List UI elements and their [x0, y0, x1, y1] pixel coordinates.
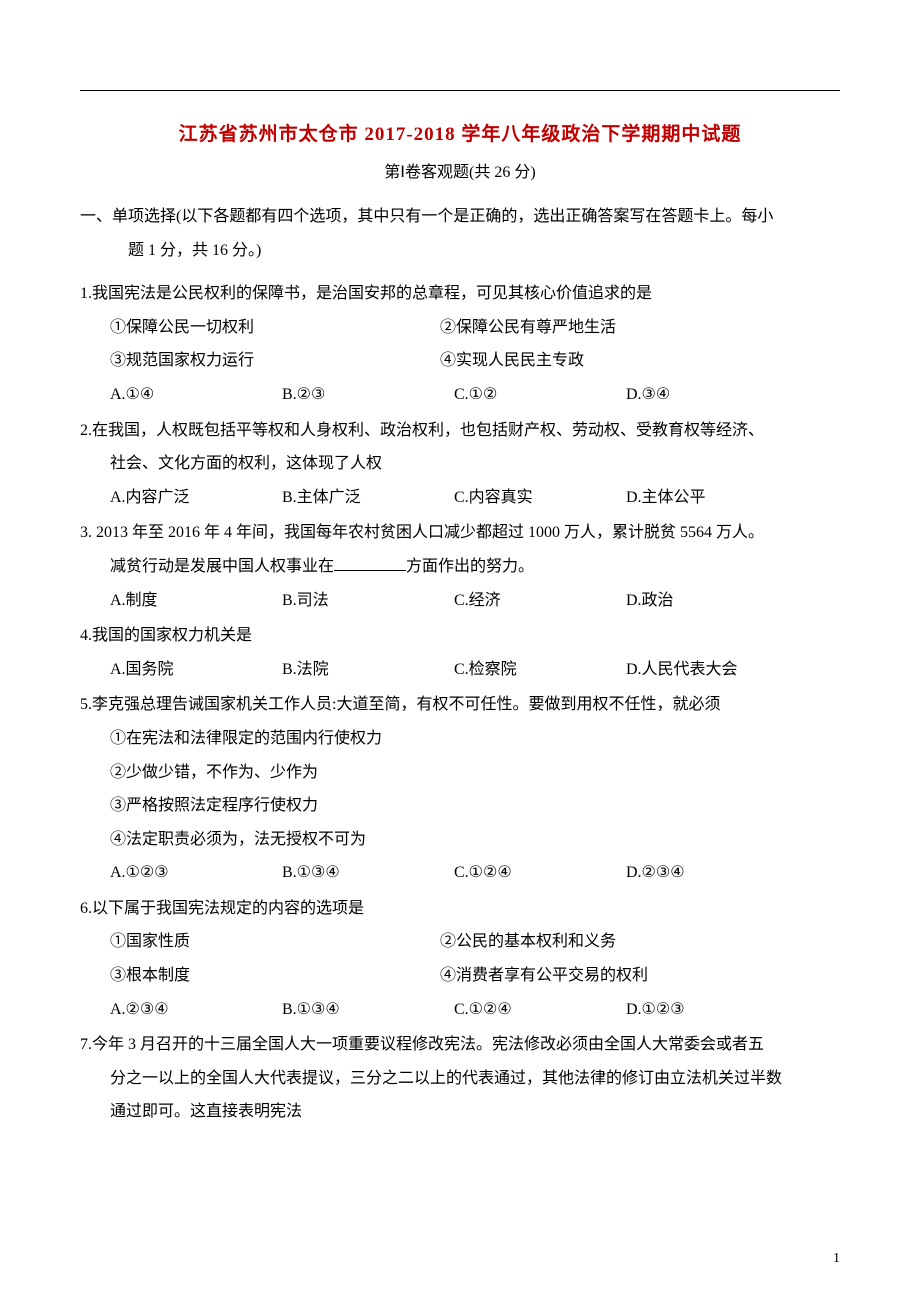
question-1: 1.我国宪法是公民权利的保障书，是治国安邦的总章程，可见其核心价值追求的是 ①保…: [80, 277, 840, 411]
question-7: 7.今年 3 月召开的十三届全国人大一项重要议程修改宪法。宪法修改必须由全国人大…: [80, 1028, 840, 1129]
q1-opt1: ①保障公民一切权利: [110, 311, 440, 345]
q1-opt3: ③规范国家权力运行: [110, 344, 440, 378]
q1-row2: ③规范国家权力运行 ④实现人民民主专政: [80, 344, 840, 378]
q3-stem2: 减贫行动是发展中国人权事业在 方面作出的努力。: [80, 550, 840, 584]
q5-b: B.①③④: [282, 856, 454, 890]
q4-a: A.国务院: [110, 653, 282, 687]
q2-d: D.主体公平: [626, 481, 798, 515]
q3-stem2b: 方面作出的努力。: [406, 558, 534, 575]
q3-d: D.政治: [626, 584, 798, 618]
q5-choices: A.①②③ B.①③④ C.①②④ D.②③④: [80, 856, 840, 890]
q4-choices: A.国务院 B.法院 C.检察院 D.人民代表大会: [80, 653, 840, 687]
q5-opt1: ①在宪法和法律限定的范围内行使权力: [80, 722, 840, 756]
q5-c: C.①②④: [454, 856, 626, 890]
q5-opt4: ④法定职责必须为，法无授权不可为: [80, 823, 840, 857]
section-1-header: 一、单项选择(以下各题都有四个选项，其中只有一个是正确的，选出正确答案写在答题卡…: [80, 200, 840, 267]
top-divider: [80, 90, 840, 91]
q4-stem: 4.我国的国家权力机关是: [80, 619, 840, 653]
q1-choices: A.①④ B.②③ C.①② D.③④: [80, 378, 840, 412]
q6-row2: ③根本制度 ④消费者享有公平交易的权利: [80, 959, 840, 993]
section-1-line1: 一、单项选择(以下各题都有四个选项，其中只有一个是正确的，选出正确答案写在答题卡…: [80, 200, 840, 234]
exam-subtitle: 第Ⅰ卷客观题(共 26 分): [80, 158, 840, 182]
q7-stem1: 7.今年 3 月召开的十三届全国人大一项重要议程修改宪法。宪法修改必须由全国人大…: [80, 1028, 840, 1062]
q1-d: D.③④: [626, 378, 798, 412]
q3-a: A.制度: [110, 584, 282, 618]
question-4: 4.我国的国家权力机关是 A.国务院 B.法院 C.检察院 D.人民代表大会: [80, 619, 840, 686]
question-6: 6.以下属于我国宪法规定的内容的选项是 ①国家性质 ②公民的基本权利和义务 ③根…: [80, 892, 840, 1026]
q2-stem2: 社会、文化方面的权利，这体现了人权: [80, 447, 840, 481]
question-2: 2.在我国，人权既包括平等权和人身权利、政治权利，也包括财产权、劳动权、受教育权…: [80, 414, 840, 515]
q5-d: D.②③④: [626, 856, 798, 890]
q1-opt4: ④实现人民民主专政: [440, 344, 584, 378]
q3-c: C.经济: [454, 584, 626, 618]
q6-opt3: ③根本制度: [110, 959, 440, 993]
q6-opt4: ④消费者享有公平交易的权利: [440, 959, 648, 993]
q1-opt2: ②保障公民有尊严地生活: [440, 311, 616, 345]
q5-stem: 5.李克强总理告诫国家机关工作人员:大道至简，有权不可任性。要做到用权不任性，就…: [80, 688, 840, 722]
q2-c: C.内容真实: [454, 481, 626, 515]
fill-blank: [334, 555, 406, 571]
q2-choices: A.内容广泛 B.主体广泛 C.内容真实 D.主体公平: [80, 481, 840, 515]
q2-stem1: 2.在我国，人权既包括平等权和人身权利、政治权利，也包括财产权、劳动权、受教育权…: [80, 414, 840, 448]
q7-stem3: 通过即可。这直接表明宪法: [80, 1095, 840, 1129]
q3-b: B.司法: [282, 584, 454, 618]
q3-choices: A.制度 B.司法 C.经济 D.政治: [80, 584, 840, 618]
q6-stem: 6.以下属于我国宪法规定的内容的选项是: [80, 892, 840, 926]
q1-c: C.①②: [454, 378, 626, 412]
q6-opt2: ②公民的基本权利和义务: [440, 925, 616, 959]
question-3: 3. 2013 年至 2016 年 4 年间，我国每年农村贫困人口减少都超过 1…: [80, 516, 840, 617]
q6-d: D.①②③: [626, 993, 798, 1027]
q1-a: A.①④: [110, 378, 282, 412]
q4-d: D.人民代表大会: [626, 653, 798, 687]
q4-b: B.法院: [282, 653, 454, 687]
q6-a: A.②③④: [110, 993, 282, 1027]
q5-opt2: ②少做少错，不作为、少作为: [80, 756, 840, 790]
q1-row1: ①保障公民一切权利 ②保障公民有尊严地生活: [80, 311, 840, 345]
q6-b: B.①③④: [282, 993, 454, 1027]
q2-b: B.主体广泛: [282, 481, 454, 515]
q7-stem2: 分之一以上的全国人大代表提议，三分之二以上的代表通过，其他法律的修订由立法机关过…: [80, 1062, 840, 1096]
q5-a: A.①②③: [110, 856, 282, 890]
q1-stem: 1.我国宪法是公民权利的保障书，是治国安邦的总章程，可见其核心价值追求的是: [80, 277, 840, 311]
q6-row1: ①国家性质 ②公民的基本权利和义务: [80, 925, 840, 959]
q6-opt1: ①国家性质: [110, 925, 440, 959]
q6-c: C.①②④: [454, 993, 626, 1027]
q1-b: B.②③: [282, 378, 454, 412]
q3-stem2a: 减贫行动是发展中国人权事业在: [110, 558, 334, 575]
question-5: 5.李克强总理告诫国家机关工作人员:大道至简，有权不可任性。要做到用权不任性，就…: [80, 688, 840, 890]
q3-stem1: 3. 2013 年至 2016 年 4 年间，我国每年农村贫困人口减少都超过 1…: [80, 516, 840, 550]
q5-opt3: ③严格按照法定程序行使权力: [80, 789, 840, 823]
page-number: 1: [833, 1251, 840, 1267]
exam-title: 江苏省苏州市太仓市 2017-2018 学年八年级政治下学期期中试题: [80, 119, 840, 146]
q6-choices: A.②③④ B.①③④ C.①②④ D.①②③: [80, 993, 840, 1027]
q4-c: C.检察院: [454, 653, 626, 687]
section-1-line2: 题 1 分，共 16 分。): [80, 234, 840, 268]
q2-a: A.内容广泛: [110, 481, 282, 515]
